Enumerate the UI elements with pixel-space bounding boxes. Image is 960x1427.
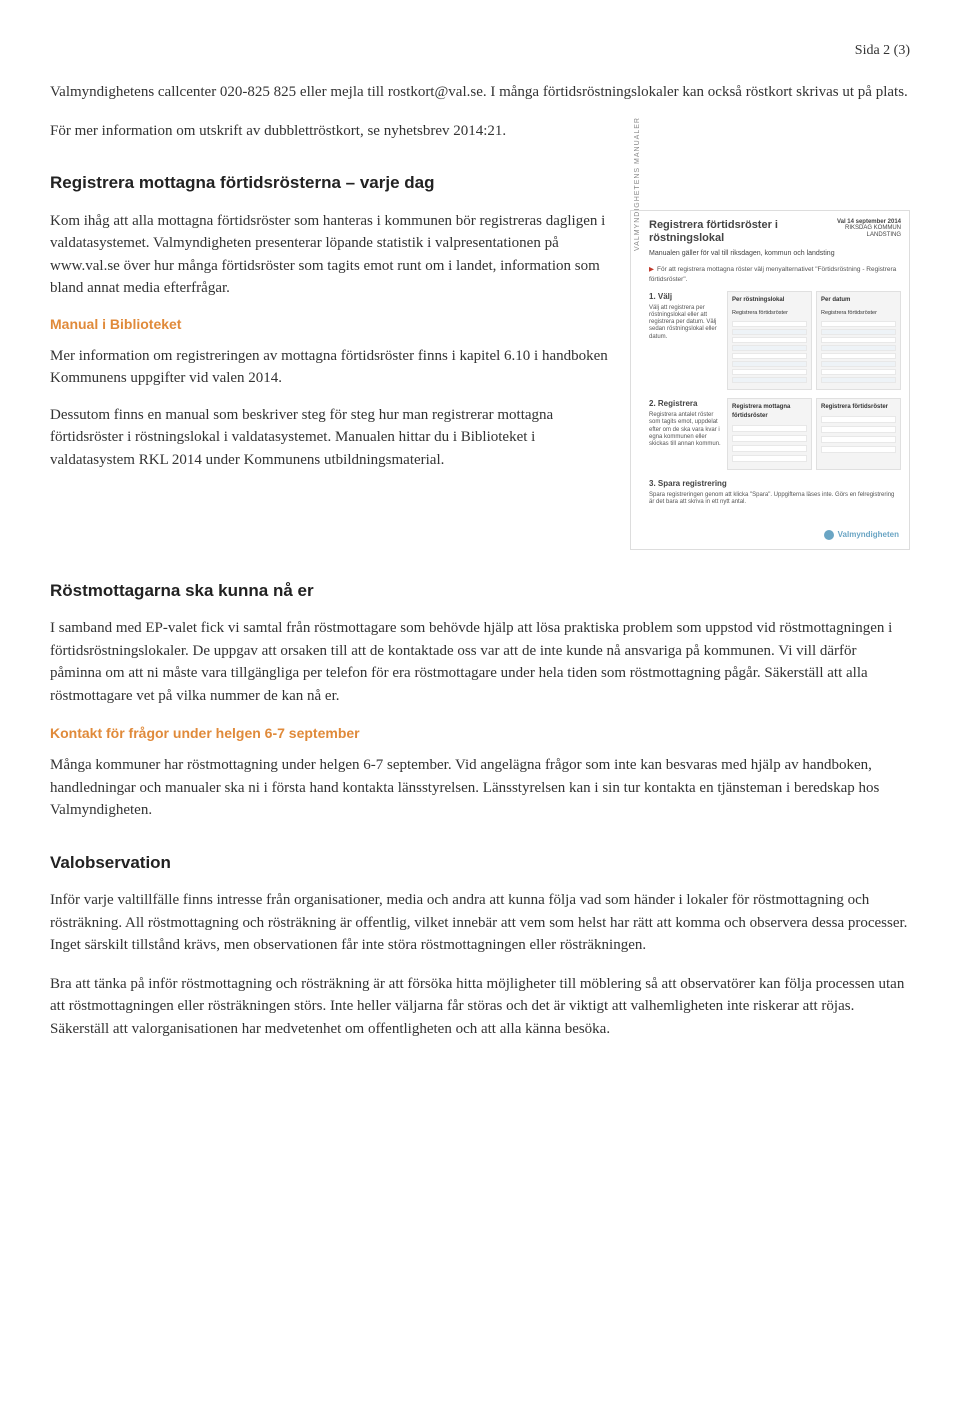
- subheading-kontakt: Kontakt för frågor under helgen 6-7 sept…: [50, 723, 910, 744]
- panel-reg-mottagna: Registrera mottagna förtidsröster: [727, 398, 812, 470]
- panel-per-datum: Per datum Registrera förtidsröster: [816, 291, 901, 390]
- sec1-p1: Kom ihåg att alla mottagna förtidsröster…: [50, 210, 610, 300]
- logo-icon: [824, 530, 834, 540]
- panel1-header: Per röstningslokal: [732, 296, 807, 305]
- step1-panels: Per röstningslokal Registrera förtidsrös…: [727, 291, 901, 390]
- table-row: [821, 377, 896, 383]
- table-row: [732, 329, 807, 335]
- table-row: [732, 321, 807, 327]
- table-row: [821, 416, 896, 423]
- step3-desc: Spara registreringen genom att klicka "S…: [649, 492, 901, 506]
- thumb-badge-date: Val 14 september 2014: [824, 219, 901, 226]
- thumb-note-text: För att registrera mottagna röster välj …: [649, 266, 896, 283]
- step3-title: 3. Spara registrering: [649, 478, 901, 490]
- heading-valobservation: Valobservation: [50, 850, 910, 876]
- table-row: [821, 353, 896, 359]
- sec3-p2: Bra att tänka på inför röstmottagning oc…: [50, 973, 910, 1041]
- panel1-sub: Registrera förtidsröster: [732, 309, 807, 317]
- two-column-section: Kom ihåg att alla mottagna förtidsröster…: [50, 210, 910, 550]
- table-row: [821, 337, 896, 343]
- triangle-icon: ▶: [649, 266, 654, 273]
- thumb-subtitle: Manualen gäller för val till riksdagen, …: [649, 249, 901, 260]
- table-row: [821, 446, 896, 453]
- table-row: [821, 369, 896, 375]
- subheading-manual: Manual i Biblioteket: [50, 314, 610, 335]
- logo-text: Valmyndigheten: [838, 529, 899, 541]
- table-row: [732, 435, 807, 442]
- step2-desc: Registrera antalet röster som tagits emo…: [649, 412, 721, 448]
- thumb-step2: 2. Registrera Registrera antalet röster …: [649, 398, 901, 470]
- panel2b-header: Registrera förtidsröster: [821, 403, 896, 412]
- thumb-vertical-label: VALMYNDIGHETENS MANUALER: [633, 117, 644, 251]
- step1-title: 1. Välj: [649, 291, 721, 303]
- table-row: [732, 377, 807, 383]
- panel2a-header: Registrera mottagna förtidsröster: [732, 403, 807, 421]
- step2-label: 2. Registrera Registrera antalet röster …: [649, 398, 721, 470]
- step3-label: 3. Spara registrering Spara registrering…: [649, 478, 901, 506]
- table-row: [732, 455, 807, 462]
- thumb-badge-sub: RIKSDAG KOMMUN LANDSTING: [824, 225, 901, 238]
- intro-block: Valmyndighetens callcenter 020-825 825 e…: [50, 81, 910, 142]
- heading-rostmottagarna: Röstmottagarna ska kunna nå er: [50, 578, 910, 604]
- step1-desc: Välj att registrera per röstningslokal e…: [649, 305, 721, 341]
- table-row: [732, 337, 807, 343]
- sec1-p2: Mer information om registreringen av mot…: [50, 345, 610, 390]
- valmyndigheten-logo: Valmyndigheten: [824, 529, 899, 541]
- table-row: [732, 353, 807, 359]
- thumb-badge: Val 14 september 2014 RIKSDAG KOMMUN LAN…: [824, 219, 901, 239]
- thumb-title: Registrera förtidsröster i röstningsloka…: [649, 219, 824, 245]
- sec2-p2: Många kommuner har röstmottagning under …: [50, 754, 910, 822]
- thumb-step1: 1. Välj Välj att registrera per röstning…: [649, 291, 901, 390]
- heading-registrera: Registrera mottagna förtidsrösterna – va…: [50, 170, 910, 196]
- thumb-header: Registrera förtidsröster i röstningsloka…: [649, 219, 901, 245]
- table-row: [732, 345, 807, 351]
- thumb-step3: 3. Spara registrering Spara registrering…: [649, 478, 901, 506]
- thumb-note: ▶För att registrera mottagna röster välj…: [649, 265, 901, 285]
- table-row: [732, 361, 807, 367]
- manual-thumbnail: VALMYNDIGHETENS MANUALER Registrera fört…: [630, 210, 910, 550]
- table-row: [821, 426, 896, 433]
- step2-title: 2. Registrera: [649, 398, 721, 410]
- table-row: [821, 321, 896, 327]
- table-row: [821, 345, 896, 351]
- text-column: Kom ihåg att alla mottagna förtidsröster…: [50, 210, 610, 486]
- step2-panels: Registrera mottagna förtidsröster Regist…: [727, 398, 901, 470]
- panel-per-rostningslokal: Per röstningslokal Registrera förtidsrös…: [727, 291, 812, 390]
- panel-reg-fortid: Registrera förtidsröster: [816, 398, 901, 470]
- step1-label: 1. Välj Välj att registrera per röstning…: [649, 291, 721, 390]
- page-number: Sida 2 (3): [50, 40, 910, 61]
- table-row: [732, 445, 807, 452]
- table-row: [732, 425, 807, 432]
- panel2-sub: Registrera förtidsröster: [821, 309, 896, 317]
- panel2-header: Per datum: [821, 296, 896, 305]
- intro-p1: Valmyndighetens callcenter 020-825 825 e…: [50, 81, 910, 104]
- table-row: [732, 369, 807, 375]
- table-row: [821, 436, 896, 443]
- sec2-p1: I samband med EP-valet fick vi samtal fr…: [50, 617, 910, 707]
- sec1-p3: Dessutom finns en manual som beskriver s…: [50, 404, 610, 472]
- sec3-p1: Inför varje valtillfälle finns intresse …: [50, 889, 910, 957]
- table-row: [821, 329, 896, 335]
- body-section: Röstmottagarna ska kunna nå er I samband…: [50, 578, 910, 1041]
- table-row: [821, 361, 896, 367]
- intro-p2: För mer information om utskrift av dubbl…: [50, 120, 910, 143]
